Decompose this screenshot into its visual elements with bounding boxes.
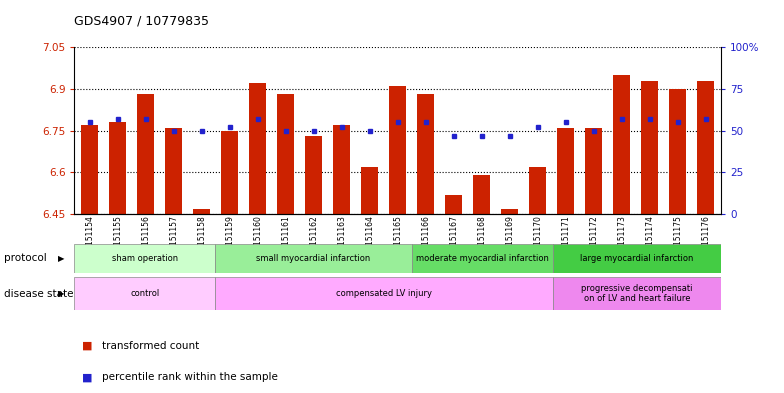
Bar xyxy=(529,167,546,214)
Text: control: control xyxy=(130,289,159,298)
Text: compensated LV injury: compensated LV injury xyxy=(336,289,432,298)
Bar xyxy=(82,125,98,214)
Bar xyxy=(74,244,215,273)
Bar xyxy=(445,195,463,214)
Bar xyxy=(553,244,721,273)
Bar xyxy=(221,130,238,214)
Text: disease state: disease state xyxy=(4,289,74,299)
Bar xyxy=(361,167,378,214)
Bar xyxy=(278,94,294,214)
Bar xyxy=(502,209,518,214)
Bar xyxy=(249,83,267,214)
Text: GDS4907 / 10779835: GDS4907 / 10779835 xyxy=(74,15,209,28)
Text: progressive decompensati
on of LV and heart failure: progressive decompensati on of LV and he… xyxy=(581,284,693,303)
Bar xyxy=(553,277,721,310)
Bar xyxy=(165,128,182,214)
Bar xyxy=(613,75,630,214)
Text: percentile rank within the sample: percentile rank within the sample xyxy=(102,372,278,382)
Bar xyxy=(412,244,553,273)
Bar xyxy=(390,86,406,214)
Bar xyxy=(557,128,574,214)
Text: moderate myocardial infarction: moderate myocardial infarction xyxy=(416,254,549,263)
Text: ■: ■ xyxy=(82,341,93,351)
Bar xyxy=(698,81,714,214)
Bar xyxy=(110,122,126,214)
Text: large myocardial infarction: large myocardial infarction xyxy=(580,254,694,263)
Text: ▶: ▶ xyxy=(58,289,64,298)
Text: protocol: protocol xyxy=(4,253,47,263)
Bar xyxy=(670,89,686,214)
Bar xyxy=(306,136,322,214)
Bar xyxy=(641,81,659,214)
Bar xyxy=(137,94,154,214)
Bar xyxy=(333,125,350,214)
Text: small myocardial infarction: small myocardial infarction xyxy=(256,254,371,263)
Bar xyxy=(215,277,553,310)
Bar xyxy=(215,244,412,273)
Bar xyxy=(74,277,215,310)
Bar xyxy=(194,209,210,214)
Bar xyxy=(417,94,434,214)
Bar xyxy=(586,128,602,214)
Text: ▶: ▶ xyxy=(58,254,64,263)
Bar xyxy=(474,175,490,214)
Text: transformed count: transformed count xyxy=(102,341,199,351)
Text: sham operation: sham operation xyxy=(112,254,178,263)
Text: ■: ■ xyxy=(82,372,93,382)
